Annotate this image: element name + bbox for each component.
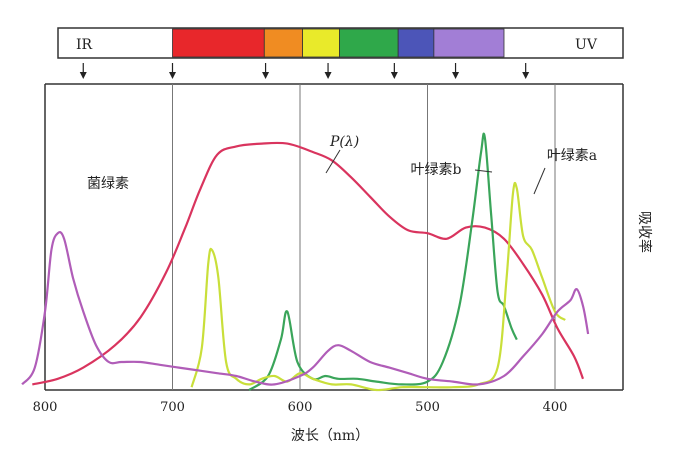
spectrum-band-1 — [263, 28, 303, 58]
x-tick-500: 500 — [415, 400, 440, 415]
spectrum-band-5 — [433, 28, 505, 58]
spectrum-bar: IR UV — [57, 27, 624, 79]
spectrum-arrows — [79, 63, 530, 79]
x-tick-labels: 800 700 600 500 400 — [33, 400, 568, 415]
chl-b-label: 叶绿素b — [411, 162, 462, 178]
spectrum-band-3 — [339, 28, 399, 58]
chl-a-leader — [533, 167, 546, 195]
ir-label: IR — [76, 37, 93, 53]
spectrum-band-4 — [397, 28, 435, 58]
y-axis-title: 吸收率 — [636, 211, 653, 253]
arrow-2 — [262, 63, 270, 79]
series-chlorophyll-a — [190, 181, 566, 392]
p-lambda-leader — [325, 149, 341, 174]
spectrum-band-2 — [302, 28, 340, 58]
arrow-0 — [79, 63, 87, 79]
series-lines — [21, 132, 590, 392]
series-chlorophyll-b — [248, 132, 518, 391]
arrow-6 — [522, 63, 530, 79]
x-tick-700: 700 — [160, 400, 185, 415]
plot-area: 800 700 600 500 400 — [21, 83, 624, 415]
spectrum-band-0 — [172, 28, 265, 58]
p-lambda-label: P(λ) — [329, 134, 359, 150]
x-axis-title: 波长（nm） — [291, 428, 369, 444]
chl-b-leader — [474, 169, 493, 173]
arrow-3 — [324, 63, 332, 79]
arrow-1 — [169, 63, 176, 79]
grid-lines — [172, 84, 556, 390]
chl-a-label: 叶绿素a — [547, 148, 597, 164]
bchl-label: 菌绿素 — [87, 176, 129, 192]
x-tick-400: 400 — [543, 400, 568, 415]
series-bacteriochlorophyll — [21, 231, 590, 386]
uv-label: UV — [575, 37, 598, 53]
x-tick-600: 600 — [288, 400, 313, 415]
arrow-4 — [390, 63, 398, 79]
arrow-5 — [452, 63, 460, 79]
series-p-lambda — [32, 141, 585, 386]
spectrum-color-bands — [172, 28, 505, 58]
x-tick-800: 800 — [33, 400, 58, 415]
